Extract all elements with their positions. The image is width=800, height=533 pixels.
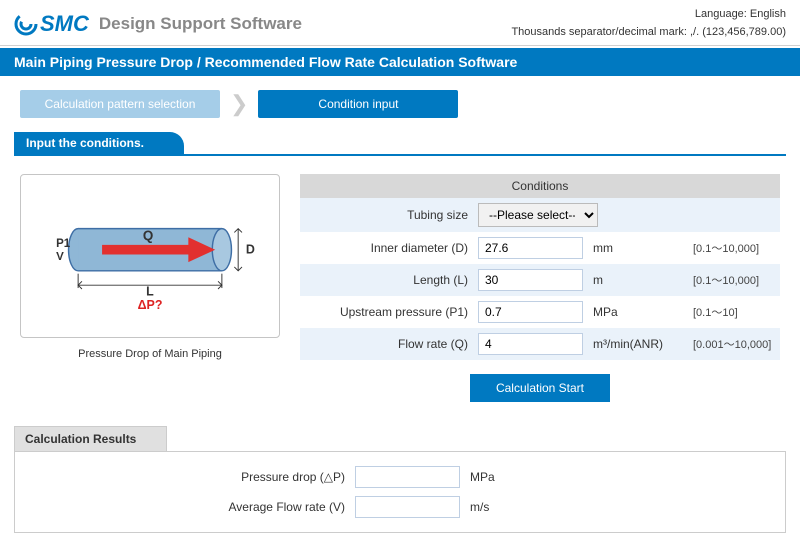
svg-text:P1: P1 [56, 238, 71, 250]
step-pattern-selection[interactable]: Calculation pattern selection [20, 90, 220, 118]
conditions-header: Conditions [300, 174, 780, 198]
svg-text:Q: Q [143, 228, 153, 243]
dp-label: Pressure drop (△P) [15, 470, 345, 484]
length-input[interactable] [478, 269, 583, 291]
inner_d-range: [0.1～10,000] [693, 240, 759, 256]
length-label: Length (L) [308, 273, 468, 287]
results-header: Calculation Results [14, 426, 167, 451]
flow-range: [0.001～10,000] [693, 336, 771, 352]
svg-text:V: V [56, 251, 64, 263]
form-row-flow: Flow rate (Q) m³/min(ANR) [0.001～10,000] [300, 328, 780, 360]
header: SMC Design Support Software Language: En… [0, 0, 800, 46]
dp-output[interactable] [355, 466, 460, 488]
flow-input[interactable] [478, 333, 583, 355]
app-title: Design Support Software [99, 14, 302, 34]
language-label[interactable]: Language: English [511, 6, 786, 24]
avgv-unit: m/s [470, 500, 489, 514]
p1-input[interactable] [478, 301, 583, 323]
separator-note: Thousands separator/decimal mark: ,/. (1… [511, 24, 786, 42]
button-row: Calculation Start [300, 374, 780, 402]
logo-swirl-icon [14, 12, 38, 36]
subheader-wrap: Input the conditions. [14, 132, 786, 156]
inner_d-unit: mm [593, 241, 683, 255]
form-rows: Tubing size --Please select-- Inner diamet… [300, 198, 780, 360]
subheader: Input the conditions. [14, 132, 184, 154]
form-row-tubing: Tubing size --Please select-- [300, 198, 780, 232]
p1-range: [0.1～10] [693, 304, 738, 320]
form-row-p1: Upstream pressure (P1) MPa [0.1～10] [300, 296, 780, 328]
form-row-inner_d: Inner diameter (D) mm [0.1～10,000] [300, 232, 780, 264]
content: Q P1 V D L ΔP? Pressure Drop of Main Pip… [0, 156, 800, 412]
result-row-dp: Pressure drop (△P) MPa [15, 462, 785, 492]
svg-text:L: L [146, 285, 154, 299]
inner_d-input[interactable] [478, 237, 583, 259]
title-bar: Main Piping Pressure Drop / Recommended … [0, 48, 800, 76]
logo: SMC [14, 11, 89, 37]
steps: Calculation pattern selection ❯ Conditio… [0, 76, 800, 132]
diagram-caption: Pressure Drop of Main Piping [20, 348, 280, 360]
tubing-label: Tubing size [308, 208, 468, 222]
form-column: Conditions Tubing size --Please select-- I… [300, 174, 780, 402]
avgv-output[interactable] [355, 496, 460, 518]
form-row-length: Length (L) m [0.1～10,000] [300, 264, 780, 296]
logo-text: SMC [40, 11, 89, 37]
length-range: [0.1～10,000] [693, 272, 759, 288]
inner_d-label: Inner diameter (D) [308, 241, 468, 255]
header-right: Language: English Thousands separator/de… [511, 6, 786, 41]
svg-text:ΔP?: ΔP? [138, 298, 163, 312]
diagram-column: Q P1 V D L ΔP? Pressure Drop of Main Pip… [20, 174, 280, 402]
p1-label: Upstream pressure (P1) [308, 305, 468, 319]
pipe-diagram-icon: Q P1 V D L ΔP? [35, 197, 265, 312]
svg-text:D: D [246, 243, 255, 257]
tubing-input[interactable]: --Please select-- [478, 203, 598, 227]
results-box: Pressure drop (△P) MPa Average Flow rate (… [14, 451, 786, 533]
length-unit: m [593, 273, 683, 287]
flow-unit: m³/min(ANR) [593, 337, 683, 351]
flow-label: Flow rate (Q) [308, 337, 468, 351]
dp-unit: MPa [470, 470, 495, 484]
chevron-right-icon: ❯ [230, 93, 248, 115]
calculation-start-button[interactable]: Calculation Start [470, 374, 610, 402]
p1-unit: MPa [593, 305, 683, 319]
result-row-avgv: Average Flow rate (V) m/s [15, 492, 785, 522]
avgv-label: Average Flow rate (V) [15, 500, 345, 514]
diagram-box: Q P1 V D L ΔP? [20, 174, 280, 338]
step-condition-input[interactable]: Condition input [258, 90, 458, 118]
